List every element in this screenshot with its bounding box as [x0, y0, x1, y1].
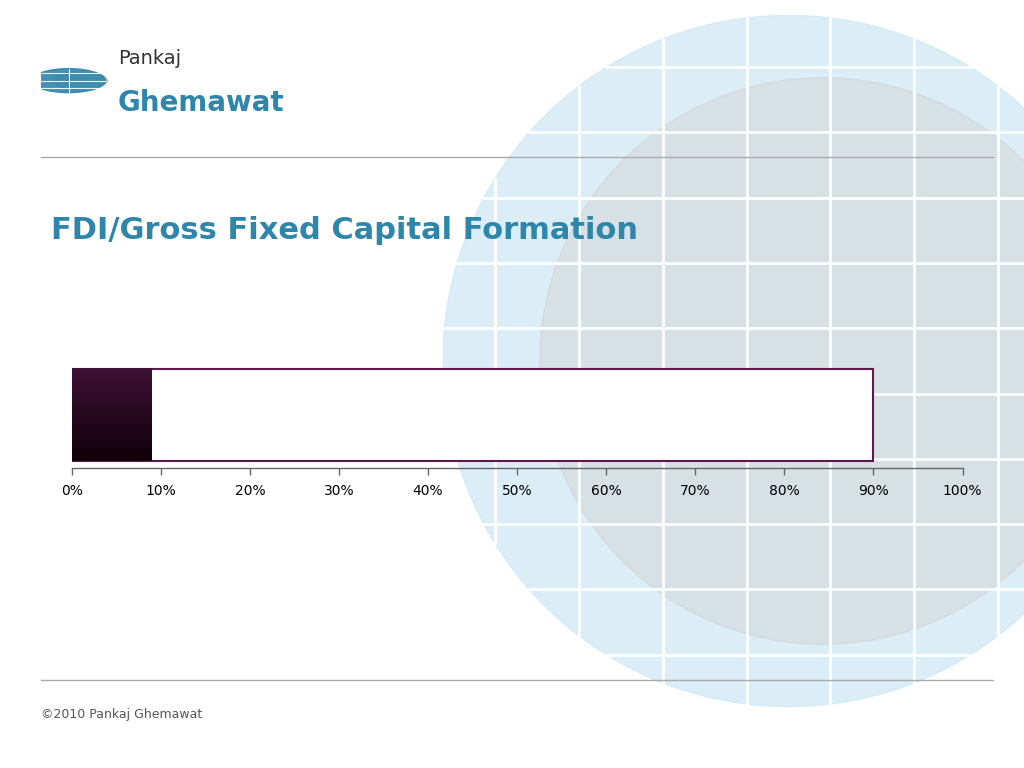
- Circle shape: [52, 71, 108, 90]
- Bar: [72, 456, 152, 458]
- Bar: [72, 369, 873, 461]
- Bar: [72, 393, 152, 395]
- Bar: [72, 438, 152, 439]
- Bar: [72, 455, 152, 456]
- Bar: [72, 384, 152, 386]
- Bar: [72, 450, 152, 452]
- Bar: [72, 399, 152, 401]
- Bar: [72, 459, 152, 461]
- Bar: [72, 382, 152, 384]
- Bar: [72, 416, 152, 418]
- Bar: [72, 453, 152, 455]
- Bar: [72, 378, 152, 379]
- Bar: [72, 369, 152, 370]
- Bar: [72, 407, 152, 409]
- Bar: [72, 372, 152, 373]
- Text: Ghemawat: Ghemawat: [118, 88, 285, 117]
- Bar: [72, 390, 152, 392]
- Bar: [72, 376, 152, 378]
- Bar: [72, 387, 152, 389]
- Bar: [72, 452, 152, 453]
- Bar: [72, 415, 152, 416]
- Bar: [72, 429, 152, 430]
- Bar: [72, 427, 152, 429]
- Bar: [72, 435, 152, 436]
- Bar: [72, 449, 152, 450]
- Bar: [72, 436, 152, 438]
- Bar: [72, 419, 152, 421]
- Circle shape: [540, 78, 1024, 644]
- Bar: [72, 424, 152, 425]
- Bar: [72, 444, 152, 445]
- Bar: [72, 389, 152, 390]
- Bar: [72, 401, 152, 402]
- Bar: [72, 441, 152, 442]
- Bar: [72, 442, 152, 444]
- Bar: [72, 402, 152, 404]
- Bar: [72, 432, 152, 433]
- Bar: [72, 398, 152, 399]
- Bar: [72, 413, 152, 415]
- Circle shape: [32, 68, 105, 93]
- Text: ©2010 Pankaj Ghemawat: ©2010 Pankaj Ghemawat: [41, 708, 202, 720]
- Text: FDI/Gross Fixed Capital Formation: FDI/Gross Fixed Capital Formation: [51, 216, 638, 245]
- Bar: [72, 439, 152, 441]
- Bar: [72, 373, 152, 375]
- Bar: [72, 421, 152, 422]
- Bar: [72, 409, 152, 410]
- Bar: [72, 404, 152, 406]
- Bar: [72, 412, 152, 413]
- Bar: [72, 381, 152, 382]
- Bar: [72, 425, 152, 427]
- Bar: [72, 410, 152, 412]
- Bar: [72, 430, 152, 432]
- Bar: [72, 392, 152, 393]
- Bar: [72, 422, 152, 424]
- Bar: [72, 386, 152, 387]
- Bar: [72, 395, 152, 396]
- Bar: [72, 458, 152, 459]
- Bar: [72, 445, 152, 447]
- Bar: [72, 418, 152, 419]
- Bar: [72, 447, 152, 449]
- Text: Pankaj: Pankaj: [118, 49, 181, 68]
- Bar: [72, 379, 152, 381]
- Bar: [72, 375, 152, 376]
- Bar: [72, 406, 152, 407]
- Bar: [72, 396, 152, 398]
- Circle shape: [442, 15, 1024, 707]
- Bar: [72, 370, 152, 372]
- Bar: [72, 433, 152, 435]
